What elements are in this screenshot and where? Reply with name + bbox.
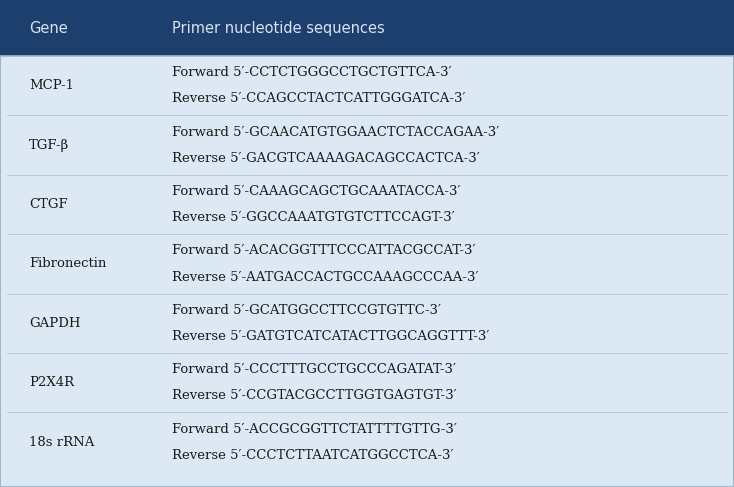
Text: Gene: Gene: [29, 20, 68, 36]
Text: P2X4R: P2X4R: [29, 376, 74, 389]
Text: Forward 5′-CCCTTTGCCTGCCCAGATAT-3′: Forward 5′-CCCTTTGCCTGCCCAGATAT-3′: [172, 363, 457, 376]
Text: 18s rRNA: 18s rRNA: [29, 436, 95, 449]
Text: Fibronectin: Fibronectin: [29, 258, 106, 270]
Text: Reverse 5′-GACGTCAAAAGACAGCCACTCA-3′: Reverse 5′-GACGTCAAAAGACAGCCACTCA-3′: [172, 151, 480, 165]
Text: Forward 5′-ACCGCGGTTCTATTTTGTTG-3′: Forward 5′-ACCGCGGTTCTATTTTGTTG-3′: [172, 423, 457, 436]
Text: Forward 5′-GCATGGCCTTCCGTGTTC-3′: Forward 5′-GCATGGCCTTCCGTGTTC-3′: [172, 304, 441, 317]
Text: TGF-β: TGF-β: [29, 139, 70, 151]
Text: Forward 5′-CCTCTGGGCCTGCTGTTCA-3′: Forward 5′-CCTCTGGGCCTGCTGTTCA-3′: [172, 66, 452, 79]
Text: Reverse 5′-CCAGCCTACTCATTGGGATCA-3′: Reverse 5′-CCAGCCTACTCATTGGGATCA-3′: [172, 92, 466, 105]
Bar: [0, 0, 734, 56]
Text: Reverse 5′-CCGTACGCCTTGGTGAGTGT-3′: Reverse 5′-CCGTACGCCTTGGTGAGTGT-3′: [172, 389, 457, 402]
Text: Forward 5′-CAAAGCAGCTGCAAATACCA-3′: Forward 5′-CAAAGCAGCTGCAAATACCA-3′: [172, 185, 461, 198]
Text: Reverse 5′-AATGACCACTGCCAAAGCCCAA-3′: Reverse 5′-AATGACCACTGCCAAAGCCCAA-3′: [172, 270, 479, 283]
Text: Reverse 5′-GATGTCATCATACTTGGCAGGTTT-3′: Reverse 5′-GATGTCATCATACTTGGCAGGTTT-3′: [172, 330, 490, 343]
Text: MCP-1: MCP-1: [29, 79, 74, 92]
Text: GAPDH: GAPDH: [29, 317, 81, 330]
Text: Forward 5′-ACACGGTTTCCCATTACGCCAT-3′: Forward 5′-ACACGGTTTCCCATTACGCCAT-3′: [172, 244, 476, 258]
Text: CTGF: CTGF: [29, 198, 68, 211]
Text: Reverse 5′-GGCCAAATGTGTCTTCCAGT-3′: Reverse 5′-GGCCAAATGTGTCTTCCAGT-3′: [172, 211, 455, 224]
Text: Primer nucleotide sequences: Primer nucleotide sequences: [172, 20, 385, 36]
Text: Forward 5′-GCAACATGTGGAACTCTACCAGAA-3′: Forward 5′-GCAACATGTGGAACTCTACCAGAA-3′: [172, 126, 500, 139]
Text: Reverse 5′-CCCTCTTAATCATGGCCTCA-3′: Reverse 5′-CCCTCTTAATCATGGCCTCA-3′: [172, 449, 454, 462]
